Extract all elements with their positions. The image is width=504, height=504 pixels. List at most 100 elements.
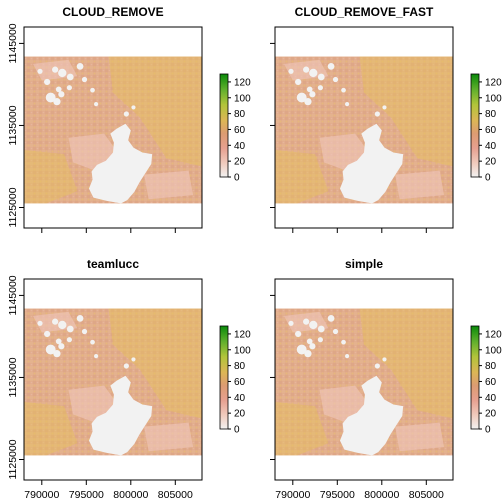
y-tick-label: 1145000	[7, 275, 19, 315]
legend-tick-label: 60	[234, 125, 246, 136]
legend-tick-label: 20	[485, 409, 497, 420]
map-panel-2: CLOUD_REMOVE_FAST 0 20 40 60 80 100 120	[270, 5, 502, 233]
cloud-gap	[66, 85, 72, 91]
cloud-gap	[345, 102, 350, 107]
map-panel-4: simple 790000 795000 800000 805000 0 20 40 60 80 1…	[270, 257, 502, 501]
cloud-gap	[58, 91, 65, 98]
high-value-region	[24, 402, 78, 456]
cloud-gap	[374, 363, 380, 369]
x-tick-label: 790000	[24, 489, 59, 501]
legend-tick-label: 80	[485, 361, 497, 372]
legend-tick-label: 80	[234, 109, 246, 120]
low-value-region	[395, 170, 445, 200]
low-value-region	[144, 170, 194, 200]
cloud-gap	[76, 62, 84, 70]
cloud-gap	[309, 343, 316, 350]
cloud-gap	[58, 320, 67, 330]
legend-colorbar	[219, 325, 229, 430]
legend-tick-label: 120	[234, 77, 251, 88]
panel-title: CLOUD_REMOVE_FAST	[295, 5, 434, 19]
cloud-gap	[58, 343, 65, 350]
x-tick-label: 790000	[275, 489, 310, 501]
cloud-gap	[296, 344, 307, 355]
cloud-gap	[317, 337, 323, 343]
plot-frame	[23, 278, 203, 481]
legend-tick-label: 60	[234, 377, 246, 388]
low-value-region	[144, 422, 194, 452]
map-panel-3: teamlucc 1125000 1135000 1145000 790000 79500…	[7, 257, 251, 501]
cloud-gap	[303, 66, 310, 73]
cloud-gap	[90, 339, 95, 345]
cloud-gap	[37, 68, 43, 74]
low-value-region	[395, 422, 445, 452]
cloud-gap	[90, 87, 95, 93]
legend-tick-label: 120	[485, 329, 502, 340]
y-tick-label: 1145000	[7, 23, 19, 63]
high-value-region	[359, 56, 453, 167]
legend-tick-label: 0	[485, 173, 491, 184]
legend-tick-label: 40	[234, 393, 246, 404]
legend-tick-label: 80	[485, 109, 497, 120]
cloud-gap	[66, 337, 72, 343]
cloud-gap	[81, 328, 88, 335]
cloud-gap	[288, 320, 294, 326]
cloud-gap	[341, 339, 346, 345]
cloud-gap	[123, 363, 129, 369]
cloud-gap	[94, 354, 99, 359]
cloud-gap	[131, 357, 136, 362]
high-value-region	[275, 150, 329, 204]
panel-title: simple	[345, 257, 383, 271]
cloud-gap	[58, 68, 67, 78]
cloud-gap	[295, 78, 302, 86]
y-tick-label: 1125000	[7, 187, 19, 227]
cloud-gap	[374, 111, 380, 117]
legend-tick-label: 20	[234, 157, 246, 168]
cloud-gap	[332, 76, 339, 83]
cloud-gap	[131, 105, 136, 110]
cloud-gap	[327, 314, 335, 322]
cloud-gap	[88, 375, 153, 456]
cloud-gap	[55, 338, 62, 345]
high-value-region	[359, 308, 453, 419]
cloud-gap	[123, 111, 129, 117]
cloud-gap	[94, 102, 99, 107]
legend-tick-label: 100	[234, 93, 251, 104]
legend-tick-label: 40	[485, 141, 497, 152]
legend-colorbar	[470, 325, 480, 430]
legend-colorbar	[470, 73, 480, 178]
cloud-gap	[45, 344, 56, 355]
legend-tick-label: 0	[485, 425, 491, 436]
cloud-gap	[309, 68, 318, 78]
cloud-gap	[304, 98, 312, 106]
cloud-gap	[341, 87, 346, 93]
legend-tick-label: 100	[485, 345, 502, 356]
x-tick-label: 800000	[364, 489, 399, 501]
x-tick-label: 805000	[409, 489, 444, 501]
x-tick-label: 795000	[320, 489, 355, 501]
cloud-gap	[317, 73, 325, 81]
plot-frame	[274, 26, 454, 229]
legend-tick-label: 20	[234, 409, 246, 420]
cloud-gap	[309, 91, 316, 98]
plot-frame	[23, 26, 203, 229]
legend-tick-label: 40	[485, 393, 497, 404]
legend-colorbar	[219, 73, 229, 178]
cloud-gap	[382, 105, 387, 110]
cloud-gap	[88, 123, 153, 204]
cloud-gap	[53, 350, 61, 358]
x-tick-label: 795000	[69, 489, 104, 501]
cloud-gap	[327, 62, 335, 70]
legend-tick-label: 60	[485, 125, 497, 136]
cloud-gap	[55, 86, 62, 93]
x-tick-label: 805000	[158, 489, 193, 501]
cloud-gap	[345, 354, 350, 359]
cloud-gap	[288, 68, 294, 74]
legend-tick-label: 40	[234, 141, 246, 152]
cloud-gap	[37, 320, 43, 326]
cloud-gap	[76, 314, 84, 322]
legend-tick-label: 0	[234, 425, 240, 436]
cloud-gap	[296, 92, 307, 103]
high-value-region	[24, 150, 78, 204]
y-tick-label: 1135000	[7, 105, 19, 145]
